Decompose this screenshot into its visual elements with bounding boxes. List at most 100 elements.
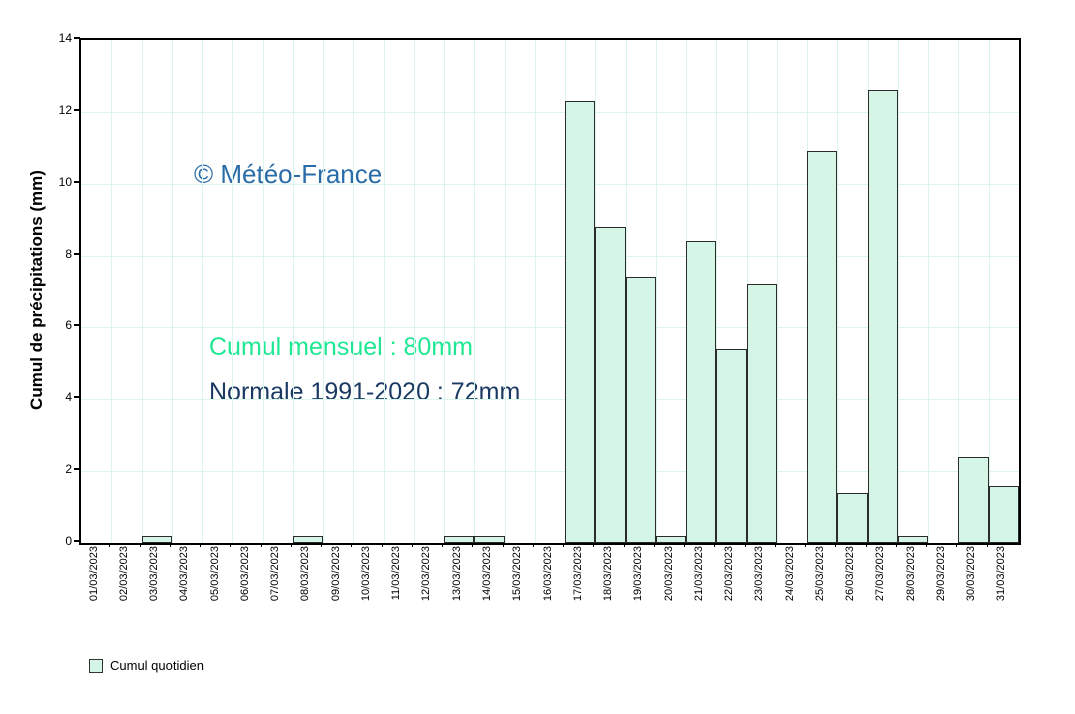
bar [474, 535, 505, 543]
y-tick-label: 2 [65, 462, 72, 477]
x-tick-label: 17/03/2023 [571, 546, 584, 602]
x-tick-label: 23/03/2023 [753, 546, 766, 602]
y-axis-title: Cumul de précipitations (mm) [27, 170, 46, 410]
x-tick-label: 18/03/2023 [602, 546, 615, 602]
bar [292, 535, 324, 543]
y-gridline [81, 183, 1019, 185]
bar [837, 492, 868, 543]
y-tick-label: 0 [65, 534, 72, 548]
x-gridline [111, 40, 113, 543]
x-gridline [958, 40, 960, 543]
x-tick-label: 12/03/2023 [420, 546, 433, 602]
x-tick [593, 543, 595, 547]
x-gridline [353, 40, 355, 543]
x-gridline [504, 40, 506, 543]
x-tick-label: 31/03/2023 [995, 546, 1008, 602]
x-tick-label: 08/03/2023 [299, 546, 312, 602]
x-tick [200, 543, 202, 547]
x-gridline [928, 40, 930, 543]
y-tick [74, 468, 80, 471]
y-gridline [81, 327, 1019, 329]
x-tick-label: 05/03/2023 [208, 546, 221, 602]
x-tick [835, 543, 837, 547]
x-gridline [897, 40, 899, 543]
x-tick [714, 543, 716, 547]
bar [867, 90, 898, 543]
x-tick [260, 543, 262, 547]
x-gridline [413, 40, 415, 543]
bar [595, 226, 626, 543]
y-gridline [81, 471, 1019, 473]
x-tick-label: 04/03/2023 [178, 546, 191, 602]
x-tick-label: 21/03/2023 [692, 546, 705, 602]
bar [746, 284, 777, 543]
legend-label: Cumul quotidien [110, 658, 204, 673]
x-tick-label: 29/03/2023 [934, 546, 947, 602]
x-tick [472, 543, 474, 547]
x-tick [442, 543, 444, 547]
x-tick [502, 543, 504, 547]
x-gridline [262, 40, 264, 543]
x-tick [895, 543, 897, 547]
x-tick-label: 14/03/2023 [480, 546, 493, 602]
x-tick-label: 15/03/2023 [511, 546, 524, 602]
y-tick-label: 14 [58, 31, 72, 45]
x-tick [411, 543, 413, 547]
y-tick-label: 6 [65, 318, 72, 333]
y-tick [74, 540, 80, 542]
bar [958, 456, 989, 543]
y-gridline [81, 111, 1019, 113]
x-tick-label: 19/03/2023 [632, 546, 645, 602]
x-tick [109, 543, 111, 547]
x-gridline [655, 40, 657, 543]
x-tick-label: 06/03/2023 [238, 546, 251, 602]
bar [897, 535, 929, 543]
bar [686, 241, 717, 543]
x-gridline [141, 40, 143, 543]
x-tick [684, 543, 686, 547]
x-gridline [716, 40, 718, 543]
bar [988, 485, 1019, 543]
y-tick-label: 10 [58, 174, 72, 189]
legend-swatch-icon [89, 658, 103, 673]
x-gridline [776, 40, 778, 543]
x-tick [230, 543, 232, 547]
x-gridline [534, 40, 536, 543]
x-tick-label: 20/03/2023 [662, 546, 675, 602]
x-gridline [292, 40, 294, 543]
x-tick [532, 543, 534, 547]
x-tick [381, 543, 383, 547]
x-tick-label: 03/03/2023 [148, 546, 161, 602]
x-tick [926, 543, 928, 547]
x-tick-label: 30/03/2023 [965, 546, 978, 602]
y-tick-label: 8 [65, 246, 72, 261]
x-tick-label: 07/03/2023 [269, 546, 282, 602]
x-tick-label: 28/03/2023 [904, 546, 917, 602]
x-gridline [171, 40, 173, 543]
x-tick-label: 02/03/2023 [117, 546, 130, 602]
y-tick [74, 324, 80, 327]
x-tick-label: 01/03/2023 [87, 546, 100, 602]
x-tick [139, 543, 141, 547]
x-tick-label: 22/03/2023 [723, 546, 736, 602]
y-tick-label: 4 [65, 390, 72, 405]
normal-value-annotation: Normale 1991-2020 : 72mm [209, 378, 521, 406]
x-tick [563, 543, 565, 547]
monthly-total-annotation: Cumul mensuel : 80mm [209, 333, 473, 361]
y-tick [74, 180, 80, 183]
x-gridline [444, 40, 446, 543]
x-tick [865, 543, 867, 547]
y-tick [74, 396, 80, 399]
bar [716, 348, 747, 543]
x-tick-label: 10/03/2023 [359, 546, 372, 602]
y-tick [74, 252, 80, 255]
x-tick [653, 543, 655, 547]
x-tick [744, 543, 746, 547]
x-gridline [837, 40, 839, 543]
x-tick-label: 11/03/2023 [390, 546, 403, 601]
bar [565, 101, 596, 543]
x-tick-label: 09/03/2023 [329, 546, 342, 602]
x-gridline [474, 40, 476, 543]
y-gridline [81, 399, 1019, 401]
